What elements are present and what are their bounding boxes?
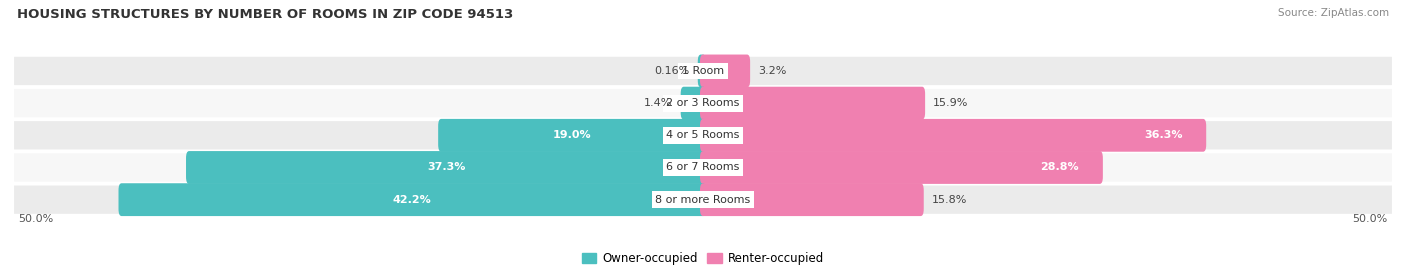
FancyBboxPatch shape xyxy=(14,89,1392,117)
FancyBboxPatch shape xyxy=(14,57,1392,85)
FancyBboxPatch shape xyxy=(700,87,925,119)
Text: 36.3%: 36.3% xyxy=(1144,130,1182,140)
Text: 15.8%: 15.8% xyxy=(932,195,967,205)
FancyBboxPatch shape xyxy=(439,119,706,152)
Text: 37.3%: 37.3% xyxy=(427,162,465,172)
Text: 50.0%: 50.0% xyxy=(1353,214,1388,224)
Text: 42.2%: 42.2% xyxy=(392,195,432,205)
FancyBboxPatch shape xyxy=(700,183,924,216)
FancyBboxPatch shape xyxy=(186,151,706,184)
FancyBboxPatch shape xyxy=(14,186,1392,214)
FancyBboxPatch shape xyxy=(681,87,706,119)
Text: 28.8%: 28.8% xyxy=(1040,162,1080,172)
Text: 50.0%: 50.0% xyxy=(18,214,53,224)
FancyBboxPatch shape xyxy=(700,151,1102,184)
Legend: Owner-occupied, Renter-occupied: Owner-occupied, Renter-occupied xyxy=(578,247,828,269)
Text: 1 Room: 1 Room xyxy=(682,66,724,76)
Text: 19.0%: 19.0% xyxy=(553,130,592,140)
Text: 15.9%: 15.9% xyxy=(934,98,969,108)
Text: 3.2%: 3.2% xyxy=(758,66,786,76)
FancyBboxPatch shape xyxy=(700,55,751,87)
FancyBboxPatch shape xyxy=(14,153,1392,182)
FancyBboxPatch shape xyxy=(118,183,706,216)
FancyBboxPatch shape xyxy=(700,119,1206,152)
Text: HOUSING STRUCTURES BY NUMBER OF ROOMS IN ZIP CODE 94513: HOUSING STRUCTURES BY NUMBER OF ROOMS IN… xyxy=(17,8,513,21)
Text: 4 or 5 Rooms: 4 or 5 Rooms xyxy=(666,130,740,140)
Text: 1.4%: 1.4% xyxy=(644,98,672,108)
FancyBboxPatch shape xyxy=(697,55,706,87)
Text: 8 or more Rooms: 8 or more Rooms xyxy=(655,195,751,205)
FancyBboxPatch shape xyxy=(14,121,1392,150)
Text: Source: ZipAtlas.com: Source: ZipAtlas.com xyxy=(1278,8,1389,18)
Text: 6 or 7 Rooms: 6 or 7 Rooms xyxy=(666,162,740,172)
Text: 0.16%: 0.16% xyxy=(655,66,690,76)
Text: 2 or 3 Rooms: 2 or 3 Rooms xyxy=(666,98,740,108)
